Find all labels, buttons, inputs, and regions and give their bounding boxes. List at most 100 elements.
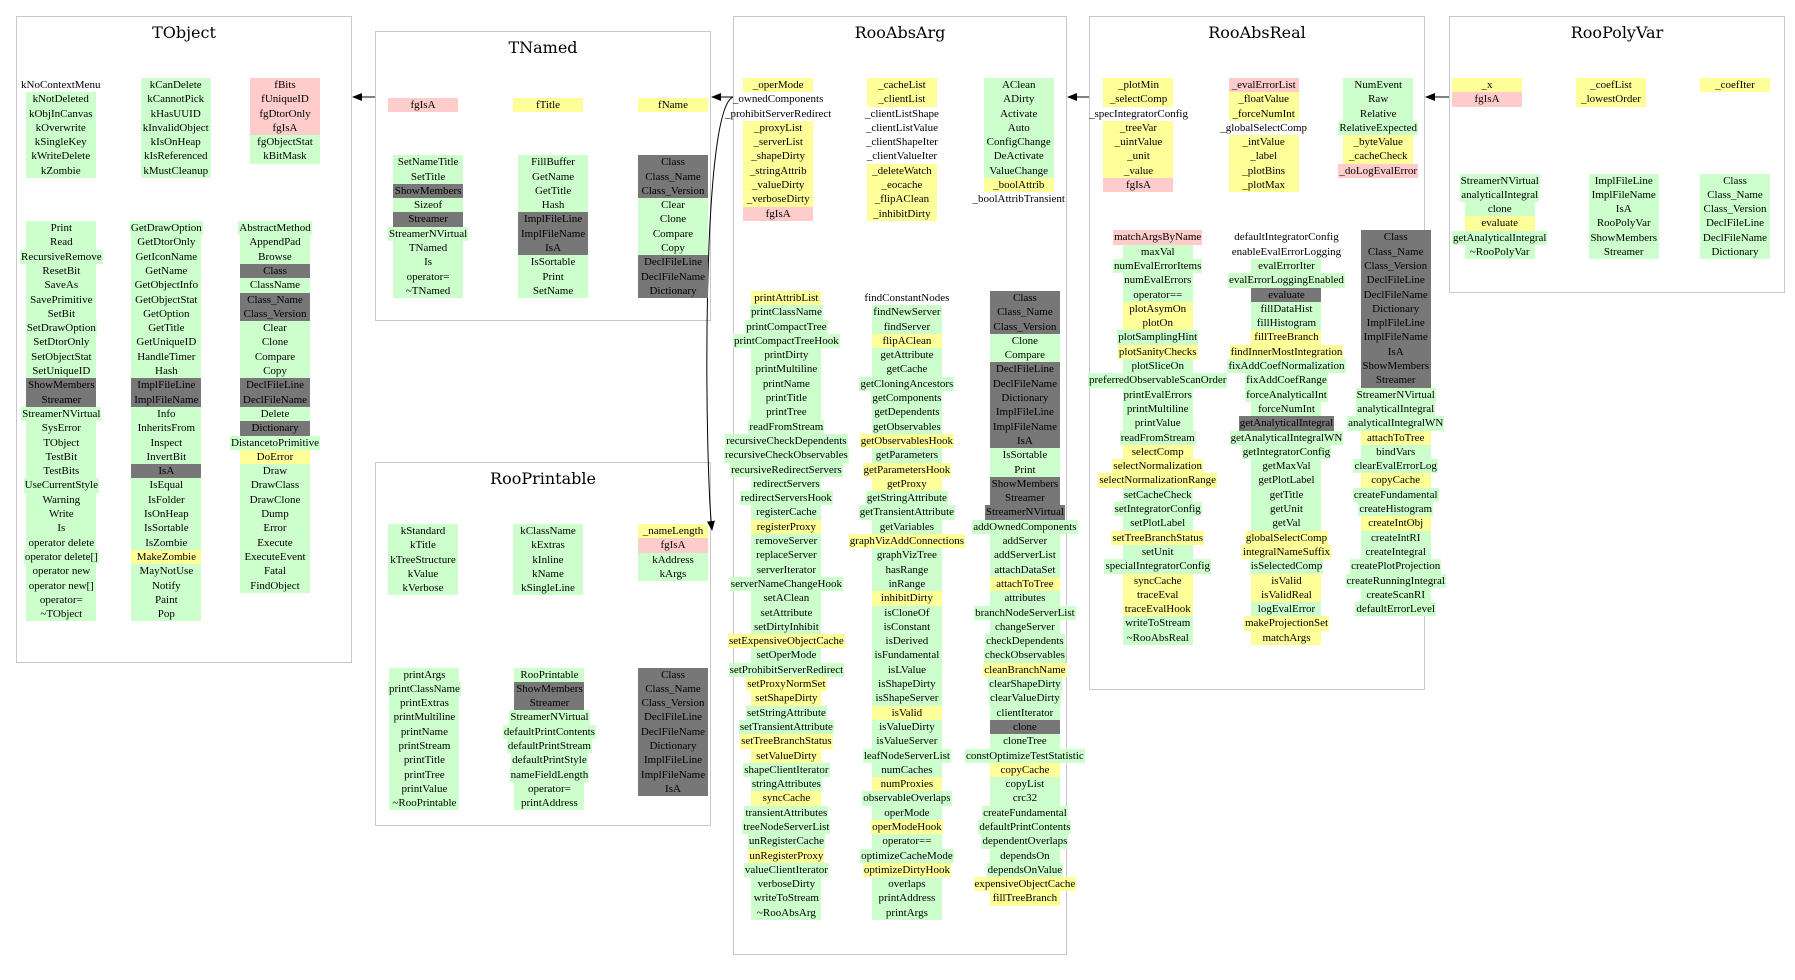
member-cell: _label (1228, 149, 1299, 164)
member-label: operator== (1122, 287, 1193, 302)
member-cell: DeclFileLine (989, 362, 1060, 377)
member-cell: createPlotProjection (1350, 559, 1442, 574)
member-label: getIntegratorConfig (1241, 444, 1332, 460)
member-cell: Dump (239, 507, 310, 522)
member-cell: Clone (638, 212, 708, 227)
member-label: _clientList (866, 92, 937, 107)
member-label: ResetBit (26, 263, 97, 279)
member-label: readFromStream (748, 419, 825, 434)
member-cell: IsA (1588, 202, 1659, 217)
member-cell: createIntegral (1360, 544, 1431, 560)
member-cell: evaluate (1251, 287, 1322, 302)
member-label: Notify (131, 578, 202, 593)
member-label: DeclFileName (1700, 230, 1770, 246)
member-label: inhibitDirty (871, 591, 942, 606)
member-label: recursiveRedirectServers (730, 462, 843, 477)
member-label: printTitle (389, 753, 460, 768)
member-cell: _byteValue (1343, 135, 1414, 150)
member-cell: DeclFileLine (1700, 216, 1770, 231)
member-label: Print (518, 269, 589, 284)
member-cell: Clone (989, 333, 1060, 349)
member-cell: Fatal (239, 564, 310, 579)
member-cell: getComponents (871, 391, 943, 406)
member-label: SysError (26, 421, 97, 436)
member-cell: ImplFileName (989, 419, 1060, 434)
member-label: SetDrawOption (25, 321, 97, 336)
member-label: kHasUUID (140, 106, 211, 121)
member-label: fgIsA (249, 120, 320, 136)
member-label: Is (393, 255, 464, 270)
member-cell: getAttribute (871, 348, 942, 363)
member-label: traceEval (1122, 587, 1193, 603)
member-cell: redirectServersHook (739, 491, 833, 506)
member-label: optimizeCacheMode (860, 848, 954, 863)
member-cell: printEvalErrors (1122, 387, 1193, 402)
member-cell: printAttribList (751, 291, 822, 306)
member-cell: HandleTimer (131, 349, 202, 365)
member-cell: selectNormalization (1112, 459, 1203, 474)
member-label: transientAttributes (744, 805, 829, 820)
member-column: kClassName kExtras kInline kName kSingleLine (513, 524, 583, 596)
member-label: printExtras (389, 696, 460, 711)
class-title: TNamed (508, 38, 578, 57)
member-cell: getDependents (871, 405, 942, 420)
member-label: kValue (388, 566, 458, 582)
member-cell: printAddress (871, 891, 942, 906)
member-label: kOverwrite (25, 120, 96, 136)
member-label: _flipAClean (866, 192, 937, 207)
member-label: createHistogram (1358, 502, 1434, 517)
member-label: TestBits (26, 464, 97, 479)
member-cell: MakeZombie (131, 549, 202, 565)
member-label: getAttribute (871, 348, 942, 363)
member-label: ~TObject (26, 607, 97, 622)
member-label: redirectServersHook (739, 491, 833, 506)
member-cell: SaveAs (26, 278, 97, 293)
member-cell: DistancetoPrimitive (230, 435, 320, 450)
member-label: fgIsA (638, 538, 708, 553)
member-label: ShowMembers (1360, 359, 1431, 374)
member-cell: optimizeDirtyHook (862, 862, 951, 878)
member-label: fillTreeBranch (989, 891, 1060, 906)
member-column: Print Read RecursiveRemove ResetBit SaveAs Sa… (20, 221, 103, 622)
member-cell: attachToTree (989, 576, 1060, 592)
member-cell: syncCache (1122, 573, 1193, 588)
member-label: Fatal (239, 564, 310, 579)
member-cell: TestBits (26, 464, 97, 479)
member-cell: kExtras (513, 538, 583, 553)
member-cell: checkDependents (985, 634, 1065, 649)
member-cell: ~TNamed (393, 283, 464, 299)
member-cell: IsA (518, 241, 589, 256)
member-cell: GetOption (131, 306, 202, 322)
member-label: fillHistogram (1251, 316, 1322, 331)
member-label: checkObservables (983, 648, 1066, 663)
member-cell: globalSelectComp (1244, 530, 1329, 545)
member-cell: isValid (871, 705, 942, 720)
member-cell: SetDtorOnly (26, 335, 97, 350)
member-label: Read (26, 235, 97, 250)
member-label: setExpensiveObjectCache (727, 634, 845, 649)
member-cell: DeclFileName (239, 392, 310, 407)
member-cell: ImplFileLine (1588, 173, 1659, 188)
member-label: setStringAttribute (745, 705, 827, 720)
member-label: _clientListValue (865, 121, 938, 134)
member-label: setOperMode (751, 648, 822, 663)
member-label: Sizeof (393, 198, 464, 213)
member-cell: ImplFileName (638, 767, 708, 782)
member-cell: UseCurrentStyle (23, 478, 99, 493)
member-label: syncCache (1122, 573, 1193, 588)
member-cell: RecursiveRemove (20, 249, 103, 264)
member-cell: getProxy (871, 476, 942, 492)
member-cell: Warning (26, 492, 97, 508)
member-cell: RelativeExpected (1338, 120, 1418, 136)
member-cell: _uintValue (1103, 135, 1174, 150)
member-label: isValueDirty (871, 719, 942, 735)
member-column: findConstantNodes findNewServer findServer… (848, 291, 966, 921)
member-cell: kValue (388, 566, 458, 582)
member-cell: SetName (518, 283, 589, 299)
member-label: attachDataSet (989, 562, 1060, 577)
member-cell: SetDrawOption (25, 321, 97, 336)
member-cell: dependsOnValue (986, 862, 1064, 878)
member-label: InheritsFrom (131, 421, 202, 436)
member-label: UseCurrentStyle (23, 478, 99, 493)
member-cell: fillDataHist (1251, 301, 1322, 317)
